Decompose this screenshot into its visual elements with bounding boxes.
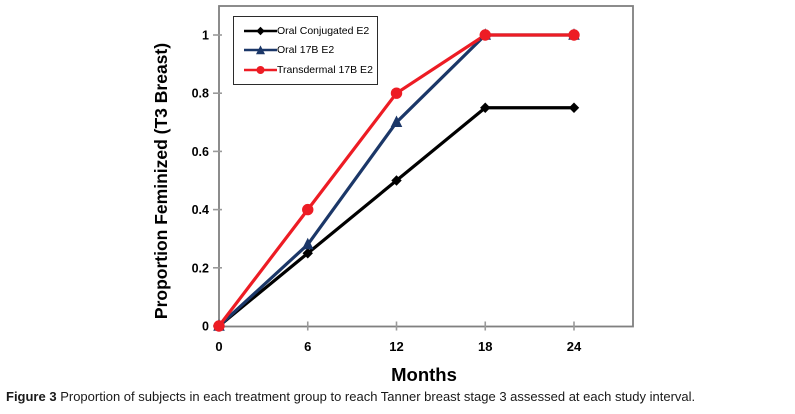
data-point-diamond — [568, 102, 580, 113]
plot-border — [218, 5, 634, 328]
data-point-circle — [479, 29, 491, 41]
caption-label: Figure 3 — [6, 389, 57, 404]
figure-caption: Figure 3 Proportion of subjects in each … — [6, 389, 792, 405]
x-axis-title: Months — [391, 364, 457, 385]
y-tick-label: 0.8 — [192, 87, 209, 101]
legend-label: Oral Conjugated E2 — [277, 24, 370, 37]
y-tick-label: 0.2 — [192, 261, 209, 275]
data-point-circle — [302, 203, 314, 216]
data-point-diamond — [391, 175, 402, 186]
y-tick-label: 1 — [202, 29, 209, 43]
y-tick-label: 0.4 — [192, 203, 209, 217]
x-tick-label: 18 — [478, 339, 492, 354]
data-point-diamond — [480, 102, 491, 113]
plot-area: 0 0.2 0.4 0.6 0.8 1 0 6 12 18 24 — [192, 5, 634, 354]
data-point-triangle — [390, 115, 403, 128]
triangle-marker-icon — [244, 45, 277, 55]
legend-item: Transdermal 17B E2 — [244, 61, 373, 79]
series-line-oral-conjugated-e2 — [217, 106, 574, 328]
legend-item: Oral 17B E2 — [244, 41, 373, 59]
data-point-circle — [213, 320, 225, 332]
x-tick-label: 12 — [389, 339, 403, 354]
legend-label: Oral 17B E2 — [277, 44, 335, 57]
x-tick-label: 6 — [304, 339, 311, 354]
caption-text: Proportion of subjects in each treatment… — [56, 389, 696, 404]
data-point-triangle — [301, 237, 314, 250]
data-point-diamond — [302, 248, 313, 259]
legend: Oral Conjugated E2 Oral 17B E2 Transdermal… — [233, 16, 378, 85]
y-tick-label: 0.6 — [192, 145, 209, 159]
legend-label: Transdermal 17B E2 — [277, 64, 373, 77]
line-chart: 0 0.2 0.4 0.6 0.8 1 0 6 12 18 24 Proportion Femini… — [151, 5, 634, 385]
diamond-marker-icon — [244, 26, 277, 36]
y-axis-title: Proportion Feminized (T3 Breast) — [151, 43, 171, 319]
x-tick-label: 24 — [567, 339, 582, 354]
y-tick-label: 0 — [202, 320, 209, 334]
legend-item: Oral Conjugated E2 — [244, 22, 373, 40]
data-point-circle — [390, 87, 403, 99]
x-tick-label: 0 — [215, 339, 222, 354]
data-point-circle — [568, 29, 580, 41]
circle-marker-icon — [244, 66, 277, 75]
